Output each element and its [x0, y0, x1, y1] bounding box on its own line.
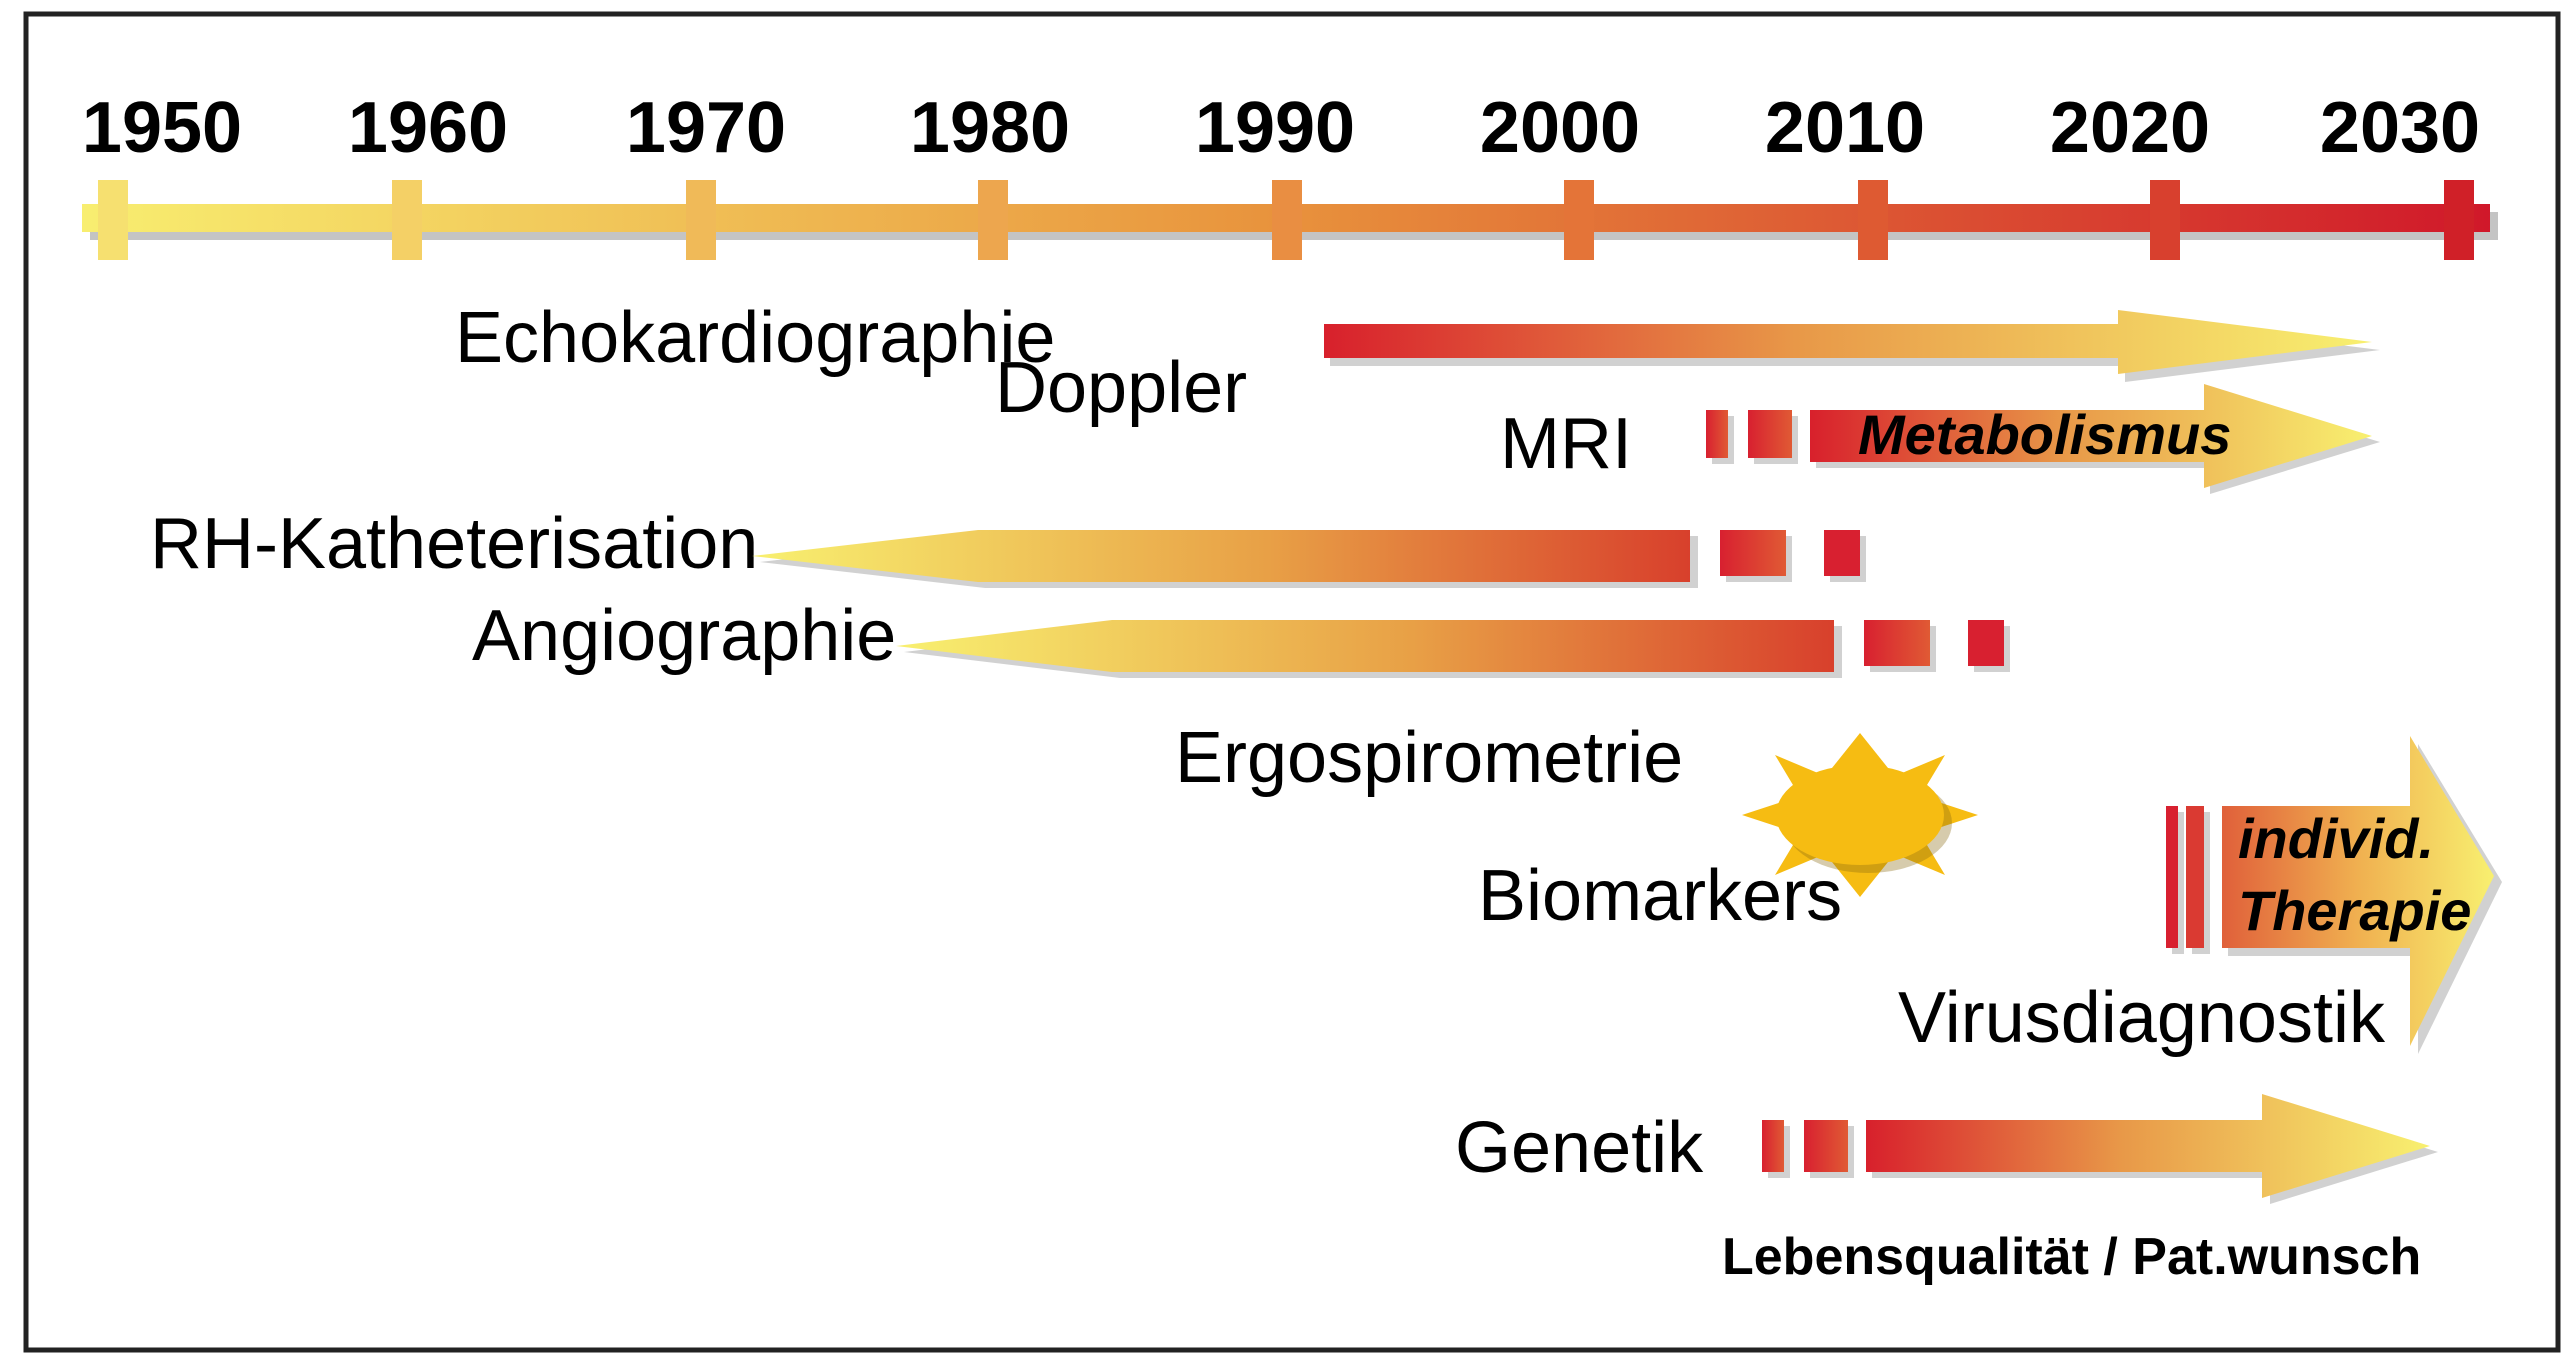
label-genetik: Genetik	[1455, 1108, 1704, 1188]
year-label-1990: 1990	[1195, 88, 1355, 168]
year-label-2020: 2020	[2050, 88, 2210, 168]
year-label-2010: 2010	[1765, 88, 1925, 168]
label-biomarkers: Biomarkers	[1478, 856, 1842, 936]
therapy-arrow	[2166, 736, 2502, 1054]
label-ergospirometrie: Ergospirometrie	[1175, 718, 1683, 798]
year-label-2030: 2030	[2320, 88, 2480, 168]
label-therapie-line1: individ.	[2238, 807, 2434, 870]
year-label-1950: 1950	[82, 88, 242, 168]
year-label-1980: 1980	[910, 88, 1070, 168]
year-label-1960: 1960	[348, 88, 508, 168]
label-metabolismus: Metabolismus	[1858, 403, 2231, 466]
label-angiographie: Angiographie	[472, 596, 896, 676]
label-virusdiagnostik: Virusdiagnostik	[1898, 978, 2386, 1058]
year-labels: 1950 1960 1970 1980 1990 2000 2010 2020 …	[82, 88, 2480, 168]
label-mri: MRI	[1500, 404, 1632, 484]
label-doppler: Doppler	[995, 348, 1247, 428]
genetik-bar	[1762, 1094, 2438, 1204]
year-label-1970: 1970	[626, 88, 786, 168]
timeline-ticks	[98, 180, 2474, 260]
label-echokardiographie: Echokardiographie	[455, 298, 1055, 378]
year-label-2000: 2000	[1480, 88, 1640, 168]
rh-katheterisation-bar	[752, 530, 1866, 588]
sun-icon	[1742, 733, 1978, 897]
mri-bar	[1706, 384, 2380, 494]
label-therapie-line2: Therapie	[2238, 879, 2471, 942]
angiographie-bar	[896, 620, 2010, 678]
label-lebensqualitaet: Lebensqualität / Pat.wunsch	[1722, 1228, 2421, 1286]
label-rh-katheterisation: RH-Katheterisation	[150, 504, 758, 584]
echo-doppler-arrow	[1324, 310, 2380, 382]
timeline-axis	[82, 180, 2498, 260]
